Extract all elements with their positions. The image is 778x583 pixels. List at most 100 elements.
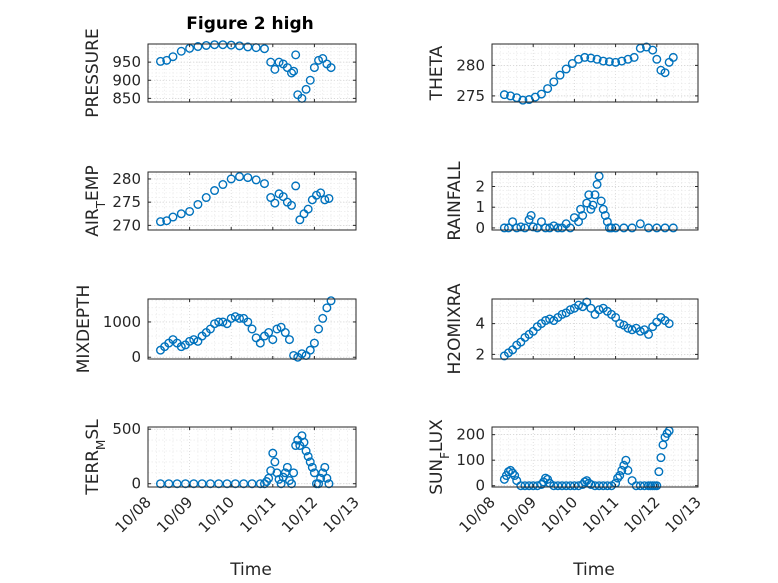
- y-tick-label: 1000: [103, 313, 141, 331]
- data-point: [295, 215, 305, 225]
- data-point: [582, 198, 592, 208]
- data-point: [287, 200, 297, 210]
- data-point: [176, 342, 186, 352]
- data-point: [635, 326, 645, 336]
- y-axis-label: SUNFLUX: [427, 419, 452, 495]
- data-point: [586, 479, 596, 489]
- data-point: [613, 473, 623, 483]
- data-point: [247, 324, 257, 334]
- data-point: [557, 309, 567, 319]
- data-point: [518, 95, 528, 105]
- subplot-theta: 275 280 THETA: [427, 42, 699, 105]
- data-point: [268, 335, 278, 345]
- data-point: [189, 479, 199, 489]
- data-point: [176, 209, 186, 219]
- y-tick-label: 270: [112, 216, 141, 234]
- data-point: [592, 54, 602, 64]
- y-tick-label: 280: [112, 170, 141, 188]
- data-point: [287, 68, 297, 78]
- data-point: [193, 42, 203, 52]
- data-point: [259, 44, 269, 54]
- data-point: [201, 40, 211, 50]
- data-point: [299, 437, 309, 447]
- y-tick-label: 0: [475, 477, 485, 495]
- data-point: [289, 66, 299, 76]
- data-point: [604, 57, 614, 67]
- data-point: [309, 338, 319, 348]
- y-tick-label: 280: [456, 56, 485, 74]
- data-point: [176, 46, 186, 56]
- axes-box: [147, 43, 357, 103]
- data-point: [549, 77, 559, 87]
- data-point: [314, 324, 324, 334]
- data-point: [324, 193, 334, 203]
- y-tick-label: 0: [475, 219, 485, 237]
- y-axis-label: AIRTEMP: [83, 165, 108, 236]
- data-point: [316, 188, 326, 198]
- plot-area: [492, 44, 698, 102]
- data-point: [510, 471, 520, 481]
- data-point: [287, 479, 297, 489]
- data-point: [201, 193, 211, 203]
- y-axis-label: H2OMIXRA: [445, 283, 465, 374]
- axes-box: [147, 171, 357, 231]
- data-point: [508, 468, 518, 478]
- data-point: [326, 63, 336, 73]
- data-point: [235, 172, 245, 182]
- data-point: [168, 52, 178, 62]
- data-point: [291, 181, 301, 191]
- data-point: [314, 479, 324, 489]
- data-point: [264, 328, 274, 338]
- data-point: [623, 465, 633, 475]
- data-point: [668, 52, 678, 62]
- data-point: [543, 84, 553, 94]
- data-point: [239, 479, 249, 489]
- data-point: [291, 441, 301, 451]
- y-tick-label: 0: [131, 348, 141, 366]
- data-point: [243, 173, 253, 183]
- y-tick-label: 275: [456, 87, 485, 105]
- data-point: [210, 186, 220, 196]
- data-point: [503, 467, 513, 477]
- data-point: [243, 317, 253, 327]
- data-point: [278, 192, 288, 202]
- data-point: [582, 297, 592, 307]
- data-point: [214, 317, 224, 327]
- data-point: [596, 196, 606, 206]
- data-point: [664, 319, 674, 329]
- data-point: [611, 312, 621, 322]
- data-point: [266, 193, 276, 203]
- data-point: [185, 336, 195, 346]
- data-point: [164, 479, 174, 489]
- data-point: [586, 303, 596, 313]
- data-point: [309, 468, 319, 478]
- data-point: [291, 50, 301, 60]
- data-point: [594, 305, 604, 315]
- data-point: [574, 54, 584, 64]
- data-point: [255, 479, 265, 489]
- data-point: [197, 479, 207, 489]
- data-point: [326, 296, 336, 306]
- axes-box: [491, 298, 699, 360]
- data-point: [280, 328, 290, 338]
- data-point: [520, 223, 530, 233]
- data-point: [251, 175, 261, 185]
- data-point: [155, 56, 165, 66]
- plot-area: [492, 427, 698, 487]
- data-point: [555, 70, 565, 80]
- x-axis-label-left: Time: [229, 560, 272, 580]
- axes-box: [491, 171, 699, 231]
- axes-box: [491, 43, 699, 103]
- data-point: [230, 479, 240, 489]
- y-tick-label: 275: [112, 193, 141, 211]
- axes-box: [491, 426, 699, 488]
- y-axis-label: THETA: [427, 45, 447, 101]
- data-point: [499, 90, 509, 100]
- data-point: [266, 57, 276, 67]
- data-point: [553, 223, 563, 233]
- y-tick-label: 200: [456, 426, 485, 444]
- data-point: [654, 467, 664, 477]
- data-point: [309, 63, 319, 73]
